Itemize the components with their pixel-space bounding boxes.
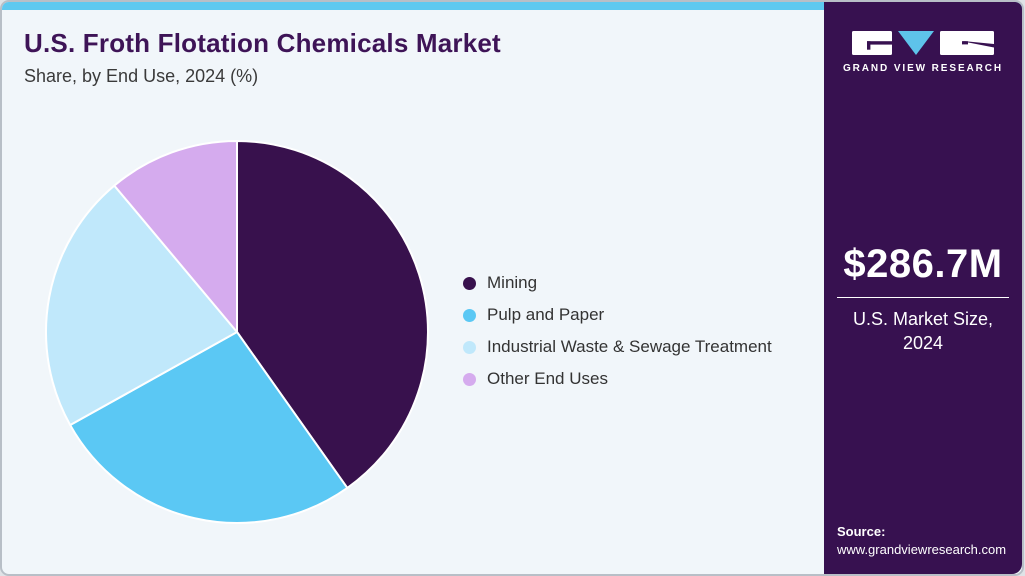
pie-slice-mining — [236, 140, 429, 489]
top-accent-bar — [2, 2, 1022, 10]
page-title: U.S. Froth Flotation Chemicals Market — [24, 28, 501, 58]
pie-chart — [44, 139, 430, 525]
page-subtitle: Share, by End Use, 2024 (%) — [24, 66, 259, 86]
legend-label-mining: Mining — [487, 273, 538, 292]
legend-swatch-other-end-uses — [463, 372, 476, 386]
source-url: www.grandviewresearch.com — [837, 542, 1007, 557]
brand-name: GRAND VIEW RESEARCH — [843, 63, 1003, 74]
legend-label-industrial-waste: Industrial Waste & Sewage Treatment — [487, 337, 772, 356]
gvr-logo-marks — [824, 31, 1022, 55]
legend-item-mining: Mining — [463, 273, 772, 293]
gvr-logo: GRAND VIEW RESEARCH — [824, 31, 1022, 74]
legend-label-other-end-uses: Other End Uses — [487, 369, 608, 388]
market-size-label: U.S. Market Size, 2024 — [852, 309, 994, 354]
logo-g-icon — [852, 31, 892, 55]
logo-v-icon — [898, 31, 934, 55]
pie-slice-pulp-and-paper — [69, 331, 349, 524]
legend-item-other-end-uses: Other End Uses — [463, 369, 772, 389]
source-label: Source: — [837, 524, 886, 539]
chart-header: U.S. Froth Flotation Chemicals Market Sh… — [24, 28, 501, 87]
pie-slice-other-end-uses — [113, 140, 238, 333]
source-block: Source: www.grandviewresearch.com — [837, 524, 1006, 557]
legend-item-pulp-and-paper: Pulp and Paper — [463, 305, 772, 325]
sidebar: GRAND VIEW RESEARCH $286.7M U.S. Market … — [824, 2, 1022, 574]
legend-swatch-mining — [463, 276, 476, 290]
legend-item-industrial-waste: Industrial Waste & Sewage Treatment — [463, 337, 772, 357]
market-size-block: $286.7M U.S. Market Size, 2024 — [824, 242, 1022, 356]
legend-swatch-industrial-waste — [463, 340, 476, 354]
legend-label-pulp-and-paper: Pulp and Paper — [487, 305, 605, 324]
market-size-value: $286.7M — [843, 242, 1003, 286]
chart-legend: Mining Pulp and Paper Industrial Waste &… — [463, 273, 772, 401]
divider — [837, 297, 1009, 298]
logo-r-icon — [940, 31, 994, 55]
pie-slice-industrial-waste-sewage-treatment — [45, 184, 238, 427]
legend-swatch-pulp-and-paper — [463, 308, 476, 322]
pie-chart-svg — [45, 140, 429, 524]
